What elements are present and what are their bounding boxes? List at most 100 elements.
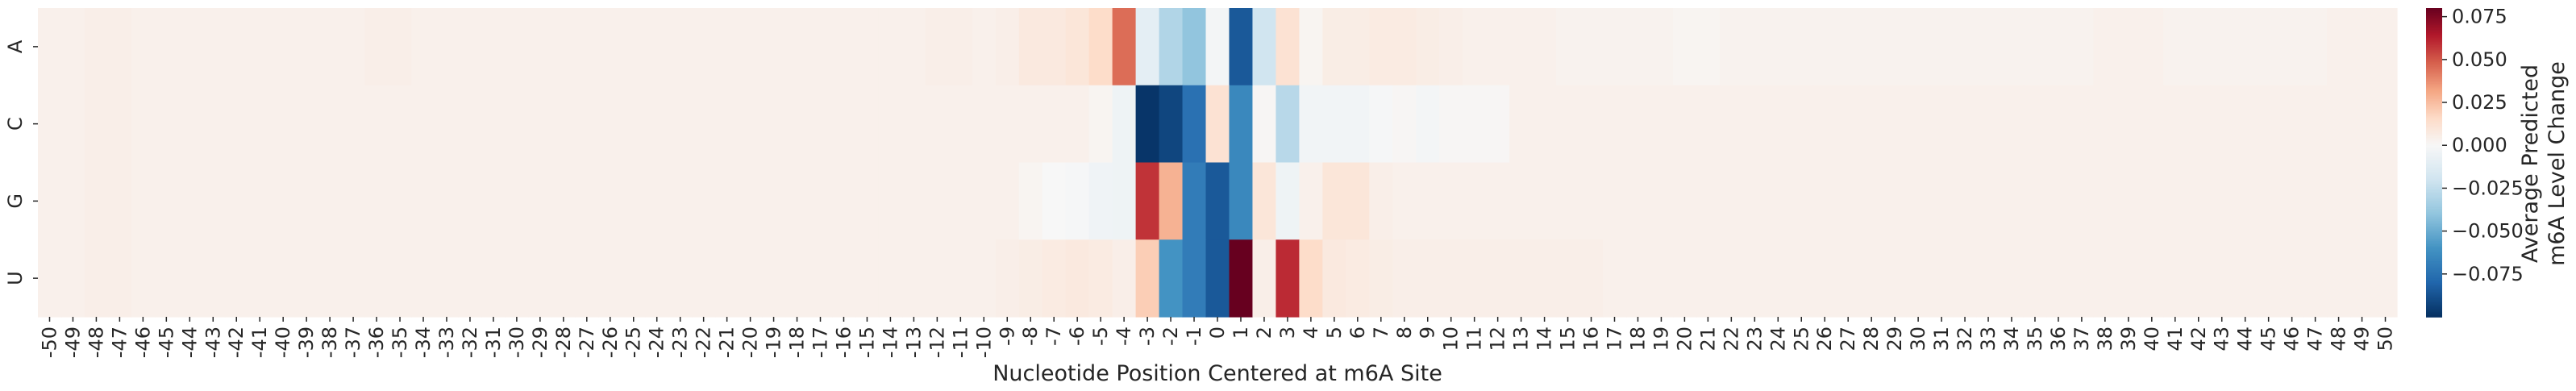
heatmap-cell-C-42 — [2187, 85, 2211, 164]
colorbar-segment — [2426, 14, 2442, 17]
colorbar-segment — [2426, 20, 2442, 23]
heatmap-cell-G-13 — [1509, 162, 1534, 240]
column-label--25: -25 — [622, 327, 645, 358]
heatmap-cell-C--13 — [901, 85, 926, 164]
heatmap-cell-U--46 — [131, 239, 156, 318]
colorbar-segment — [2426, 66, 2442, 69]
heatmap-cell-U--44 — [177, 239, 202, 318]
column-label-17: 17 — [1603, 327, 1625, 351]
column-label-19: 19 — [1650, 327, 1672, 351]
heatmap-cell-U--7 — [1042, 239, 1067, 318]
heatmap-cell-C--29 — [528, 85, 552, 164]
row-label-A: A — [4, 40, 27, 53]
column-label-6: 6 — [1346, 327, 1369, 339]
colorbar-segment — [2426, 139, 2442, 142]
colorbar-segment — [2426, 219, 2442, 223]
heatmap-cell-U-1 — [1229, 239, 1254, 318]
heatmap-cell-U-0 — [1205, 239, 1230, 318]
heatmap-cell-U--4 — [1112, 239, 1137, 318]
colorbar-segment — [2426, 301, 2442, 304]
colorbar-segment — [2426, 19, 2442, 22]
heatmap-cell-A--28 — [551, 8, 576, 86]
column-label--21: -21 — [716, 327, 739, 358]
heatmap-cell-U--13 — [901, 239, 926, 318]
column-label-28: 28 — [1860, 327, 1883, 351]
heatmap-cell-G-26 — [1812, 162, 1837, 240]
heatmap-cell-C--42 — [224, 85, 249, 164]
column-label--41: -41 — [248, 327, 271, 358]
colorbar-segment — [2426, 233, 2442, 236]
colorbar-segment — [2426, 162, 2442, 165]
colorbar-segment — [2426, 191, 2442, 194]
colorbar-segment — [2426, 265, 2442, 268]
heatmap-cell-U-49 — [2350, 239, 2374, 318]
colorbar-segment — [2426, 236, 2442, 239]
colorbar-segment — [2426, 227, 2442, 230]
colorbar-segment — [2426, 284, 2442, 287]
heatmap-cell-C--24 — [645, 85, 669, 164]
heatmap-cell-G--6 — [1065, 162, 1090, 240]
colorbar-segment — [2426, 189, 2442, 191]
colorbar-segment — [2426, 267, 2442, 270]
heatmap-cell-A-16 — [1579, 8, 1604, 86]
colorbar-segment — [2426, 189, 2442, 193]
column-label-42: 42 — [2187, 327, 2210, 351]
colorbar-tick-label: 0.075 — [2452, 6, 2507, 28]
colorbar-segment — [2426, 230, 2442, 233]
heatmap-cell-U--28 — [551, 239, 576, 318]
colorbar-segment — [2426, 260, 2442, 262]
heatmap-cell-A--21 — [715, 8, 739, 86]
heatmap-cell-U--48 — [84, 239, 109, 318]
column-label-32: 32 — [1954, 327, 1976, 351]
column-label--29: -29 — [529, 327, 551, 358]
heatmap-cell-C-39 — [2116, 85, 2141, 164]
colorbar-segment — [2426, 9, 2442, 12]
colorbar-tick-label: −0.025 — [2452, 177, 2524, 199]
heatmap-cell-G-45 — [2257, 162, 2281, 240]
heatmap-cell-G--35 — [388, 162, 413, 240]
column-label--15: -15 — [855, 327, 878, 358]
colorbar-segment — [2426, 315, 2442, 318]
column-label-35: 35 — [2024, 327, 2046, 351]
colorbar-segment — [2426, 177, 2442, 181]
colorbar — [2426, 8, 2442, 318]
heatmap-cell-U-2 — [1252, 239, 1277, 318]
heatmap-cell-U--23 — [668, 239, 693, 318]
heatmap-cell-U-8 — [1392, 239, 1417, 318]
heatmap-cell-G--22 — [692, 162, 716, 240]
heatmap-cell-A-29 — [1883, 8, 1908, 86]
heatmap-cell-C--27 — [575, 85, 599, 164]
row-label-G: G — [4, 193, 27, 209]
heatmap-cell-A-10 — [1439, 8, 1463, 86]
colorbar-segment — [2426, 184, 2442, 187]
heatmap-cell-A-30 — [1906, 8, 1931, 86]
heatmap-cell-C--36 — [364, 85, 389, 164]
heatmap-cell-G-49 — [2350, 162, 2374, 240]
colorbar-segment — [2426, 60, 2442, 63]
heatmap-cell-G-29 — [1883, 162, 1908, 240]
heatmap-cell-U-13 — [1509, 239, 1534, 318]
heatmap-cell-U--45 — [154, 239, 179, 318]
colorbar-segment — [2426, 35, 2442, 39]
heatmap-cell-U-23 — [1742, 239, 1767, 318]
heatmap-cell-U-26 — [1812, 239, 1837, 318]
column-label--40: -40 — [272, 327, 294, 358]
column-label--17: -17 — [809, 327, 832, 358]
colorbar-segment — [2426, 154, 2442, 157]
heatmap-cell-G--2 — [1159, 162, 1184, 240]
heatmap-cell-U-24 — [1766, 239, 1791, 318]
column-label-48: 48 — [2328, 327, 2350, 351]
heatmap-cell-A-9 — [1416, 8, 1440, 86]
colorbar-segment — [2426, 85, 2442, 88]
heatmap-cell-G--29 — [528, 162, 552, 240]
colorbar-segment — [2426, 196, 2442, 199]
heatmap-cell-U-12 — [1486, 239, 1510, 318]
colorbar-segment — [2426, 39, 2442, 42]
colorbar-segment — [2426, 23, 2442, 26]
heatmap-cell-C-17 — [1603, 85, 1627, 164]
heatmap-cell-U-16 — [1579, 239, 1604, 318]
colorbar-segment — [2426, 125, 2442, 128]
column-label--24: -24 — [646, 327, 668, 358]
heatmap-cell-U-11 — [1463, 239, 1487, 318]
